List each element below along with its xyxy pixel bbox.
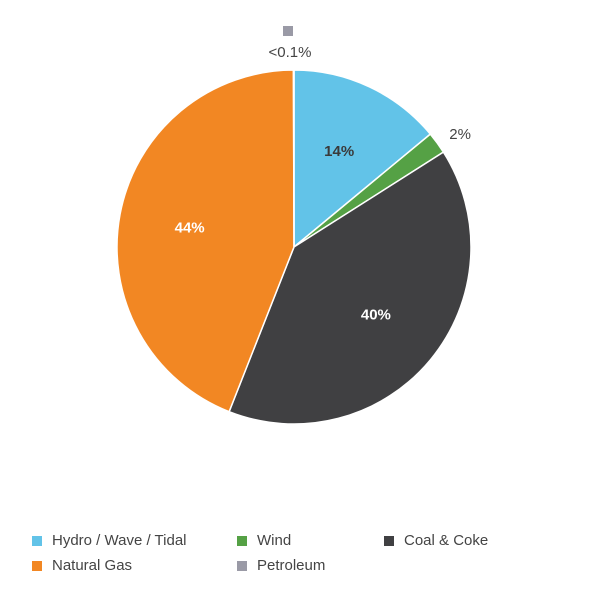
legend-label-natural-gas: Natural Gas [52,557,133,574]
pie-slice-hydro-wave-tidal [293,69,432,249]
pie-label-coal-coke: 40% [361,307,391,324]
pie-slice-petroleum [292,69,295,248]
pie-slice-natural-gas [116,69,295,413]
pie-slice-coal-coke [228,151,472,425]
pie-label-natural-gas: 44% [175,219,205,236]
legend-label-hydro: Hydro / Wave / Tidal [52,532,187,549]
legend-swatch-wind [237,535,247,546]
legend-label-coal: Coal & Coke [404,532,489,549]
pie-marker-petroleum [283,26,293,36]
pie-label-wind: 2% [449,126,471,143]
legend-label-wind: Wind [257,532,292,549]
legend-swatch-coal [384,535,394,546]
legend-item-coal: Coal & Coke [384,532,584,549]
legend-item-wind: Wind [237,532,384,549]
pie-label-petroleum: <0.1% [269,44,312,61]
legend: Hydro / Wave / Tidal Wind Coal & Coke Na… [32,532,592,574]
legend-item-hydro: Hydro / Wave / Tidal [32,532,237,549]
pie-slices [116,69,472,425]
legend-swatch-natural-gas [32,560,42,571]
legend-item-natural-gas: Natural Gas [32,557,237,574]
pie-labels: 14% 2% 40% 44% <0.1% [175,26,471,324]
legend-swatch-petroleum [237,560,247,571]
legend-swatch-hydro [32,535,42,546]
legend-item-petroleum: Petroleum [237,557,384,574]
legend-label-petroleum: Petroleum [257,557,326,574]
pie-label-hydro-wave-tidal: 14% [324,143,354,160]
pie-chart: 14% 2% 40% 44% <0.1% [116,26,472,425]
